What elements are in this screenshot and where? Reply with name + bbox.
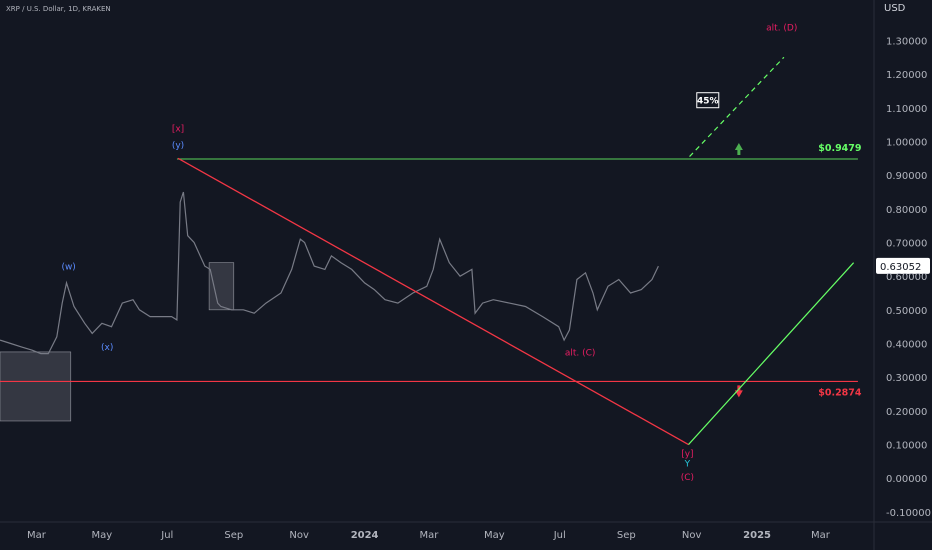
y-tick-label: 0.10000 — [886, 441, 927, 452]
resistance-level-label: $0.9479 — [818, 143, 861, 154]
x-tick-label: Nov — [289, 530, 309, 541]
y-tick-label: 0.00000 — [886, 474, 927, 485]
x-tick-label: Mar — [811, 530, 831, 541]
projection-dashed-line — [689, 56, 785, 158]
support-level-label: $0.2874 — [818, 387, 862, 398]
y-tick-label: 0.80000 — [886, 205, 927, 216]
y-tick-label: 1.30000 — [886, 36, 927, 47]
currency-label[interactable]: USD — [884, 3, 906, 14]
x-tick-label: Sep — [617, 530, 636, 541]
projection-line — [688, 262, 855, 445]
y-tick-label: 0.20000 — [886, 407, 927, 418]
down-trendline — [177, 157, 689, 446]
x-tick-label: Jul — [160, 530, 173, 541]
x-tick-label: May — [92, 530, 113, 541]
x-tick-label: 2025 — [743, 530, 771, 541]
wave-label-w: (w) — [61, 262, 75, 272]
wave-label-alt-d: alt. (D) — [766, 23, 797, 33]
wave-label-y-bracket: [y] — [681, 449, 693, 459]
consolidation-box-small — [208, 262, 235, 311]
wave-label-x: (x) — [101, 343, 113, 353]
symbol-title: XRP / U.S. Dollar, 1D, KRAKEN — [6, 5, 111, 13]
down-arrow-icon — [734, 385, 743, 398]
wave-label-C: (C) — [681, 473, 694, 483]
x-tick-label: 2024 — [351, 530, 379, 541]
wave-label-y-top: (y) — [172, 141, 184, 151]
y-tick-label: 1.20000 — [886, 70, 927, 81]
y-tick-label: -0.10000 — [886, 508, 931, 519]
x-tick-label: Mar — [27, 530, 47, 541]
y-tick-label: 1.10000 — [886, 104, 927, 115]
up-arrow-icon — [734, 142, 743, 155]
y-tick-label: 0.30000 — [886, 373, 927, 384]
percent-box — [696, 92, 720, 109]
x-tick-label: Sep — [224, 530, 243, 541]
x-tick-label: May — [484, 530, 505, 541]
wave-label-alt-c: alt. (C) — [565, 348, 596, 358]
y-tick-label: 0.50000 — [886, 306, 927, 317]
x-tick-label: Jul — [553, 530, 566, 541]
percent-label: 45% — [697, 97, 719, 107]
y-tick-label: 0.40000 — [886, 340, 927, 351]
wave-label-Y: Y — [684, 459, 691, 469]
y-tick-label: 1.00000 — [886, 137, 927, 148]
consolidation-box — [0, 351, 72, 422]
y-tick-label: 0.60000 — [886, 272, 927, 283]
x-tick-label: Mar — [420, 530, 440, 541]
x-tick-label: Nov — [682, 530, 702, 541]
last-price-badge — [876, 257, 930, 274]
last-price-value: 0.63052 — [880, 262, 921, 273]
y-tick-label: 0.70000 — [886, 238, 927, 249]
price-series-line — [0, 191, 659, 355]
wave-label-x-bracket: [x] — [172, 124, 184, 134]
y-tick-label: 0.90000 — [886, 171, 927, 182]
